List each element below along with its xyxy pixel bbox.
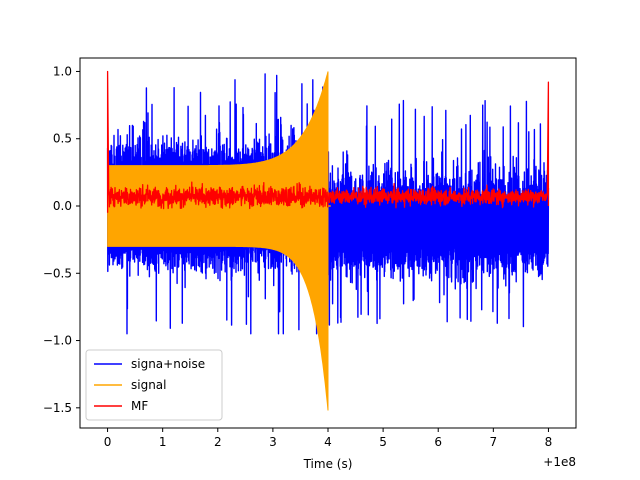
legend: signa+noise signal MF [85, 349, 223, 421]
x-tick-label: 4 [324, 435, 332, 449]
x-tick-label: 5 [379, 435, 387, 449]
series-mf-line [106, 70, 550, 213]
y-tick-label: 0.0 [53, 199, 72, 213]
series-layer [106, 70, 550, 411]
legend-box [85, 349, 223, 421]
x-tick-label: 7 [490, 435, 498, 449]
series-signal-envelope [107, 71, 329, 411]
y-axis: 1.0 0.5 0.0 −0.5 −1.0 −1.5 [43, 64, 80, 415]
legend-label: signal [131, 378, 167, 392]
legend-label: signa+noise [131, 357, 205, 371]
legend-label: MF [131, 399, 148, 413]
y-tick-label: −1.5 [43, 401, 72, 415]
x-tick-label: 3 [269, 435, 277, 449]
x-axis-offset-label: +1e8 [543, 455, 576, 469]
y-tick-label: 0.5 [53, 132, 72, 146]
x-axis-label: Time (s) [303, 457, 353, 471]
x-tick-label: 6 [434, 435, 442, 449]
y-tick-label: 1.0 [53, 64, 72, 78]
x-axis: 0 1 2 3 4 5 6 7 8 [104, 428, 553, 449]
x-tick-label: 1 [159, 435, 167, 449]
x-tick-label: 2 [214, 435, 222, 449]
x-tick-label: 0 [104, 435, 112, 449]
x-tick-label: 8 [545, 435, 553, 449]
y-tick-label: −0.5 [43, 266, 72, 280]
y-tick-label: −1.0 [43, 334, 72, 348]
